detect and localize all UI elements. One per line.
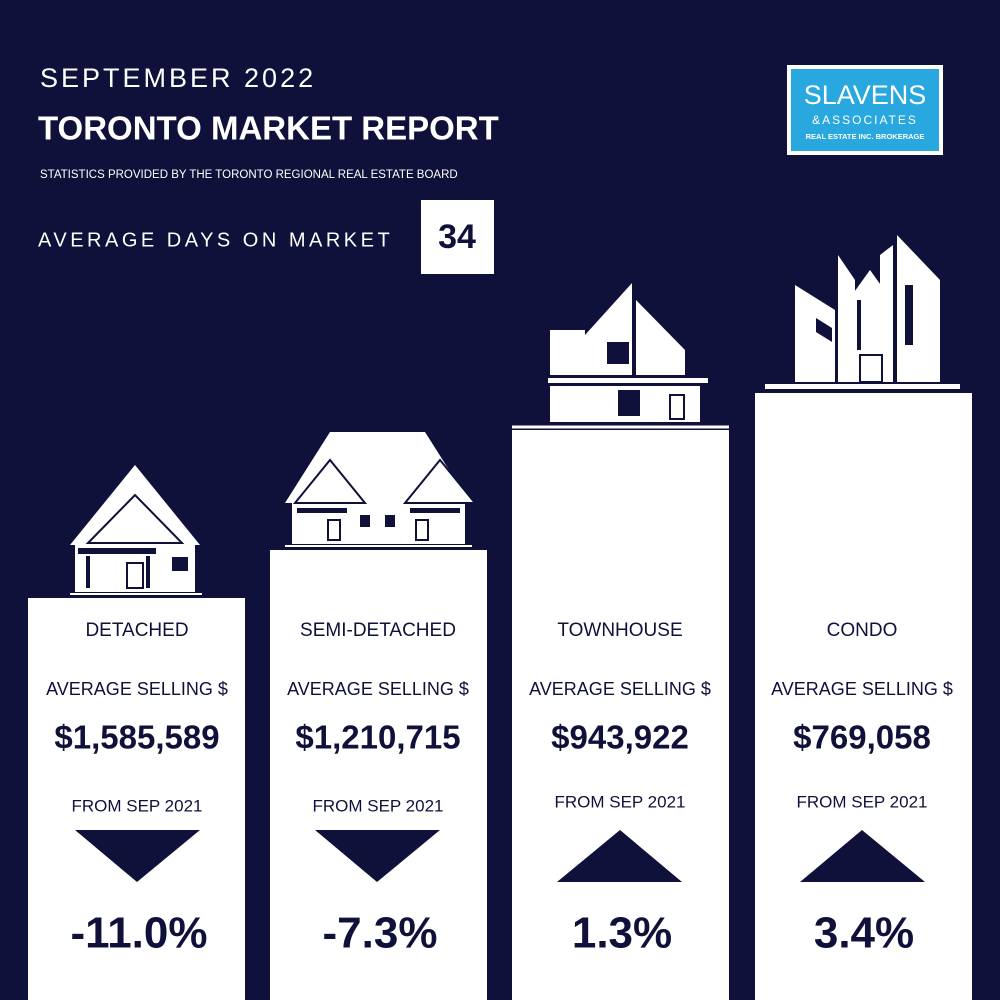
change: -7.3% bbox=[323, 909, 438, 958]
detached-house bbox=[70, 465, 202, 595]
change: 3.4% bbox=[814, 909, 914, 958]
up-arrow bbox=[800, 830, 925, 882]
logo-name: SLAVENS bbox=[804, 80, 927, 110]
title: TORONTO MARKET REPORT bbox=[38, 110, 499, 147]
logo-sub: &ASSOCIATES bbox=[812, 113, 918, 127]
column-type: CONDO bbox=[827, 620, 898, 641]
price-label: AVERAGE SELLING $ bbox=[771, 679, 953, 699]
logo-tagline: REAL ESTATE INC. BROKERAGE bbox=[806, 132, 925, 141]
townhouse bbox=[512, 283, 729, 429]
price: $769,058 bbox=[793, 719, 931, 756]
column-type: DETACHED bbox=[85, 620, 188, 641]
price-label: AVERAGE SELLING $ bbox=[46, 679, 228, 699]
change: -11.0% bbox=[71, 909, 208, 958]
semi-detached-house bbox=[285, 432, 478, 547]
month: SEPTEMBER 2022 bbox=[40, 63, 316, 93]
price: $1,210,715 bbox=[295, 719, 460, 756]
change-label: FROM SEP 2021 bbox=[554, 792, 685, 811]
days-value: 34 bbox=[438, 218, 476, 256]
up-arrow bbox=[557, 830, 682, 882]
source: STATISTICS PROVIDED BY THE TORONTO REGIO… bbox=[40, 169, 458, 181]
price: $1,585,589 bbox=[54, 719, 219, 756]
price-label: AVERAGE SELLING $ bbox=[529, 679, 711, 699]
change: 1.3% bbox=[572, 909, 672, 958]
days-box bbox=[421, 200, 494, 274]
column-type: TOWNHOUSE bbox=[557, 620, 682, 641]
logo: SLAVENS &ASSOCIATES REAL ESTATE INC. BRO… bbox=[787, 65, 943, 155]
column-block bbox=[755, 393, 972, 1000]
change-label: FROM SEP 2021 bbox=[796, 792, 927, 811]
condo bbox=[765, 235, 960, 389]
change-label: FROM SEP 2021 bbox=[312, 796, 443, 815]
price: $943,922 bbox=[551, 719, 689, 756]
price-label: AVERAGE SELLING $ bbox=[287, 679, 469, 699]
column-block bbox=[512, 430, 729, 1000]
down-arrow bbox=[315, 830, 440, 882]
days-label: AVERAGE DAYS ON MARKET bbox=[38, 229, 393, 251]
column-block bbox=[28, 598, 245, 1000]
change-label: FROM SEP 2021 bbox=[71, 796, 202, 815]
column-block bbox=[270, 550, 487, 1000]
column-type: SEMI-DETACHED bbox=[300, 620, 456, 641]
down-arrow bbox=[75, 830, 200, 882]
